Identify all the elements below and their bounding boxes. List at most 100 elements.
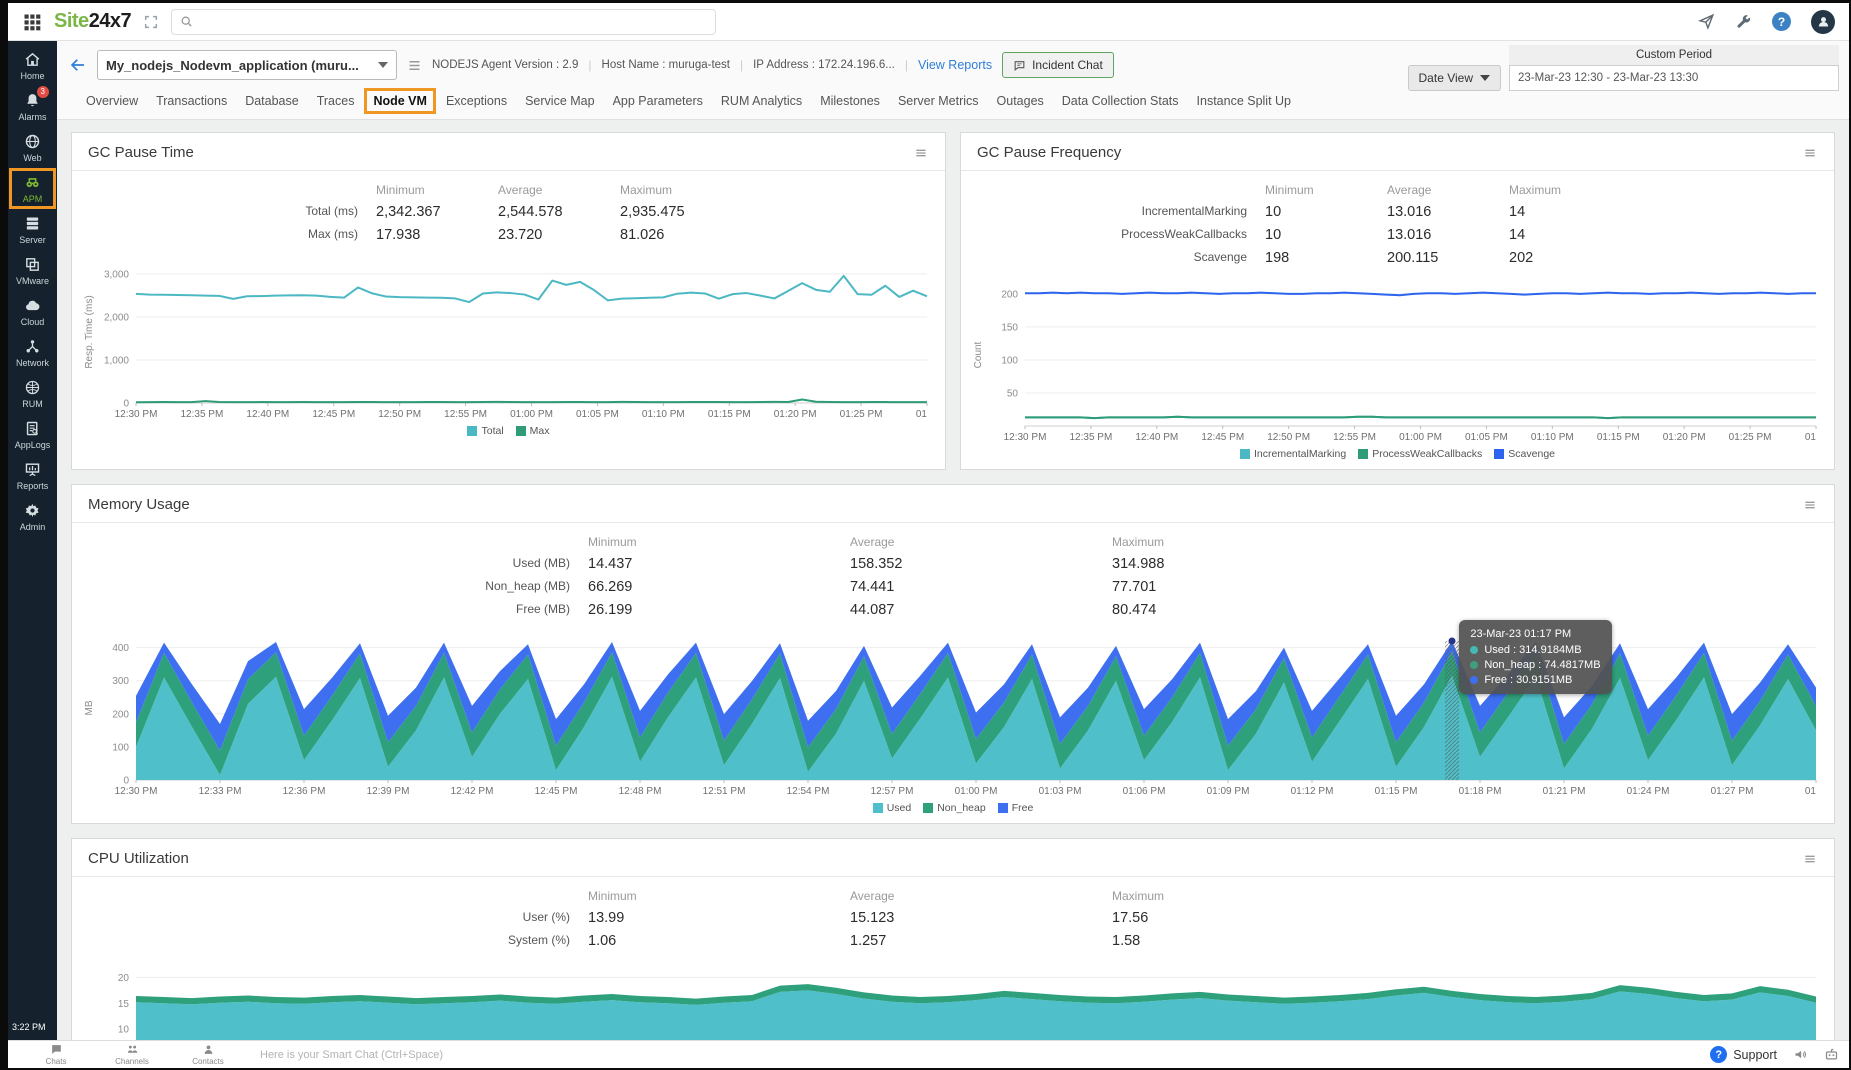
legend-swatch: [1358, 449, 1369, 459]
tooltip-row: Used : 314.9184MB: [1470, 644, 1600, 656]
sidebar-item-label: Reports: [16, 481, 49, 491]
panel-menu-icon[interactable]: [913, 145, 929, 161]
gc-pause-frequency-panel: GC Pause Frequency Minimum Average Maximum…: [960, 132, 1835, 470]
sidebar-item-cloud[interactable]: Cloud: [9, 291, 56, 332]
panel-menu-icon[interactable]: [1802, 851, 1818, 867]
stat-value: 13.016: [1387, 204, 1432, 220]
tab-service-map[interactable]: Service Map: [525, 94, 595, 108]
help-icon[interactable]: ?: [1772, 12, 1791, 31]
stats-col-header: Minimum: [1265, 183, 1314, 197]
tooltip-title: 23-Mar-23 01:17 PM: [1470, 628, 1572, 640]
admin-gear-icon: [24, 502, 41, 519]
svg-text:MB: MB: [84, 700, 95, 715]
stat-value: 198: [1265, 250, 1290, 266]
sidebar-item-rum[interactable]: RUM: [9, 373, 56, 414]
stats-corner: [88, 889, 588, 903]
gc-pause-frequency-plot: 50 100 150 200 12:30 PM 12:35 PM 12:40 PM 12:45…: [973, 289, 1817, 443]
divider: |: [588, 58, 592, 72]
panel-menu-icon[interactable]: [1802, 145, 1818, 161]
tab-exceptions[interactable]: Exceptions: [445, 94, 508, 108]
user-avatar[interactable]: [1811, 9, 1835, 34]
chat-bubble-icon: [50, 1043, 63, 1056]
panel-title: CPU Utilization: [88, 850, 189, 867]
legend-item-incrementalmarking[interactable]: IncrementalMarking: [1239, 448, 1346, 460]
tab-node-vm[interactable]: Node VM: [364, 88, 436, 114]
sidebar-item-apm[interactable]: APM: [9, 168, 56, 209]
tab-traces[interactable]: Traces: [316, 94, 355, 108]
alarm-bell-icon: [24, 92, 41, 109]
tab-rum-analytics[interactable]: RUM Analytics: [720, 94, 803, 108]
app-meta: NODEJS Agent Version : 2.9 | Host Name : m…: [432, 58, 895, 72]
site24x7-logo[interactable]: Site24x7: [54, 10, 132, 33]
expand-icon[interactable]: [143, 14, 159, 30]
stats-col-header: Maximum: [620, 183, 673, 197]
custom-period-input[interactable]: [1509, 65, 1839, 91]
tab-data-collection-stats[interactable]: Data Collection Stats: [1061, 94, 1179, 108]
legend-item-used[interactable]: Used: [872, 802, 911, 814]
legend-swatch: [1239, 449, 1250, 459]
memory-usage-plot: 0 100 200 300 400 12:30 PM 12:33 PM 12:36 PM 12:…: [84, 637, 1817, 797]
tab-database[interactable]: Database: [245, 94, 299, 108]
search-input[interactable]: [199, 14, 708, 29]
incident-chat-button[interactable]: Incident Chat: [1002, 52, 1114, 78]
speaker-icon[interactable]: [1793, 1047, 1808, 1062]
svg-text:20: 20: [118, 973, 130, 984]
legend-item-processweakcallbacks[interactable]: ProcessWeakCallbacks: [1358, 448, 1482, 460]
stat-value: 2,935.475: [620, 204, 685, 220]
stat-value: 2,342.367: [376, 204, 441, 220]
assistant-robot-icon[interactable]: [1824, 1047, 1839, 1062]
sidebar-item-applogs[interactable]: AppLogs: [9, 414, 56, 455]
back-arrow-icon[interactable]: [69, 56, 87, 74]
legend-item-scavenge[interactable]: Scavenge: [1494, 448, 1555, 460]
sidebar-item-label: AppLogs: [14, 440, 51, 450]
legend-item-total[interactable]: Total: [467, 425, 504, 437]
send-feedback-icon[interactable]: [1697, 13, 1715, 30]
svg-text:100: 100: [112, 742, 129, 753]
sidebar-item-label: Admin: [19, 522, 46, 532]
tab-server-metrics[interactable]: Server Metrics: [897, 94, 979, 108]
application-selector[interactable]: My_nodejs_Nodevm_application (muru...: [97, 50, 397, 80]
legend-item-max[interactable]: Max: [515, 425, 550, 437]
bottombar-chats[interactable]: Chats: [18, 1043, 94, 1066]
legend-item-free[interactable]: Free: [997, 802, 1033, 814]
sidebar-item-web[interactable]: Web: [9, 127, 56, 168]
application-name: My_nodejs_Nodevm_application (muru...: [106, 57, 359, 73]
sidebar-item-home[interactable]: Home: [9, 45, 56, 86]
reports-icon: [24, 461, 41, 478]
apps-grid-icon[interactable]: [22, 12, 42, 32]
tab-overview[interactable]: Overview: [86, 94, 139, 108]
tab-transactions[interactable]: Transactions: [156, 94, 228, 108]
legend-swatch: [515, 426, 526, 436]
bottombar-contacts[interactable]: Contacts: [170, 1043, 246, 1066]
legend-item-non-heap[interactable]: Non_heap: [923, 802, 986, 814]
support-button[interactable]: ? Support: [1710, 1046, 1777, 1063]
smart-chat-input[interactable]: [260, 1048, 1699, 1061]
sidebar-item-reports[interactable]: Reports: [9, 455, 56, 496]
svg-text:12:50 PM: 12:50 PM: [1267, 432, 1310, 443]
sidebar-item-alarms[interactable]: Alarms 3: [9, 86, 56, 127]
svg-text:0: 0: [123, 776, 129, 787]
svg-text:12:55 PM: 12:55 PM: [444, 409, 487, 420]
view-reports-link[interactable]: View Reports: [917, 58, 993, 72]
applogs-icon: [24, 420, 41, 437]
tab-instance-split-up[interactable]: Instance Split Up: [1196, 94, 1292, 108]
tab-app-parameters[interactable]: App Parameters: [612, 94, 703, 108]
memory-usage-stats-table: Minimum Average Maximum Used (MB) 14.437 158.…: [72, 523, 1834, 620]
tooltip-row-text: Used : 314.9184MB: [1484, 644, 1582, 656]
panel-menu-icon[interactable]: [1802, 497, 1818, 513]
sidebar-item-vmware[interactable]: VMware: [9, 250, 56, 291]
svg-text:01:00 PM: 01:00 PM: [1399, 432, 1442, 443]
tab-milestones[interactable]: Milestones: [820, 94, 880, 108]
home-icon: [24, 51, 41, 68]
sidebar-item-admin[interactable]: Admin: [9, 496, 56, 537]
date-view-button[interactable]: Date View: [1407, 65, 1501, 91]
sidebar-item-server[interactable]: Server: [9, 209, 56, 250]
tools-wrench-icon[interactable]: [1735, 13, 1752, 30]
tab-outages[interactable]: Outages: [996, 94, 1044, 108]
svg-text:12:35 PM: 12:35 PM: [181, 409, 224, 420]
bottombar-channels[interactable]: Channels: [94, 1043, 170, 1066]
chat-bubble-icon: [1014, 60, 1025, 71]
divider: |: [904, 58, 908, 72]
sidebar-item-network[interactable]: Network: [9, 332, 56, 373]
tab-bar: Overview Transactions Database Traces Node V…: [69, 83, 1839, 119]
